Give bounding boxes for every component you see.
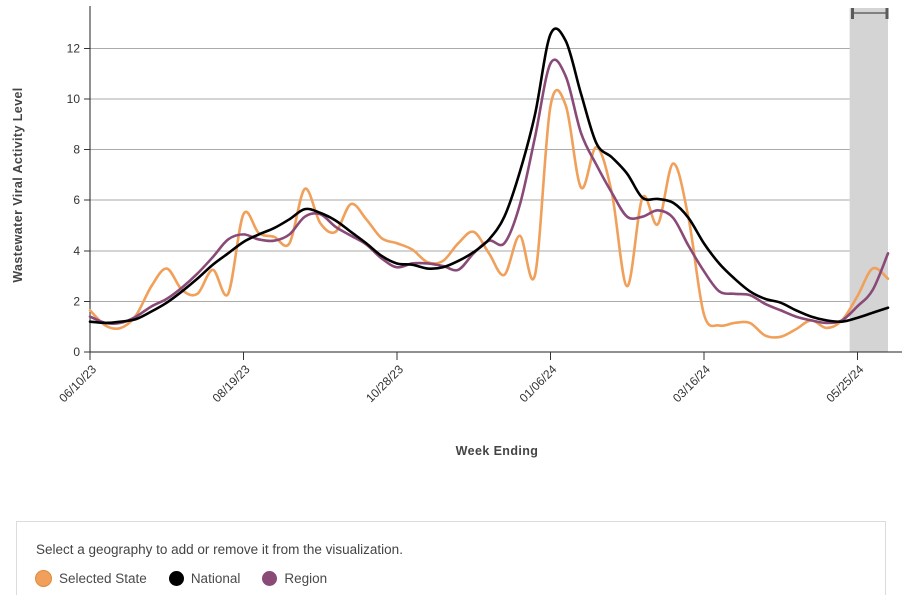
y-tick-label: 10 bbox=[67, 92, 81, 106]
legend-instruction: Select a geography to add or remove it f… bbox=[36, 542, 403, 557]
legend-item-label: National bbox=[190, 571, 241, 586]
y-tick-label: 8 bbox=[73, 143, 80, 157]
wastewater-line-chart[interactable]: 0 2 4 6 8 10 12 06/10/23 08/19/23 10/28/23 01/06/… bbox=[0, 0, 902, 500]
y-tick-label: 12 bbox=[67, 41, 81, 55]
legend-item-label: Region bbox=[284, 571, 328, 586]
x-axis-title: Week Ending bbox=[456, 444, 539, 458]
legend-swatch-circle-icon bbox=[168, 571, 184, 586]
y-tick-label: 6 bbox=[73, 193, 80, 207]
y-tick-label: 4 bbox=[73, 244, 80, 258]
y-tick-label: 2 bbox=[73, 294, 80, 308]
legend-swatch-circle-icon bbox=[262, 571, 278, 586]
legend-item-national[interactable]: National bbox=[168, 571, 241, 586]
x-axis-ticks: 06/10/23 08/19/23 10/28/23 01/06/24 03/16/24… bbox=[56, 352, 867, 405]
legend-item-label: Selected State bbox=[59, 571, 147, 586]
gridlines bbox=[90, 47, 888, 302]
x-tick-label: 03/16/24 bbox=[670, 362, 713, 405]
x-tick-label: 06/10/23 bbox=[56, 362, 99, 405]
range-handle[interactable] bbox=[851, 8, 889, 19]
y-tick-label: 0 bbox=[73, 345, 80, 359]
x-tick-label: 01/06/24 bbox=[517, 362, 560, 405]
axes bbox=[89, 6, 902, 353]
x-tick-label: 08/19/23 bbox=[210, 362, 253, 405]
series-line-national bbox=[88, 27, 890, 325]
data-series bbox=[88, 27, 890, 339]
y-axis-title: Wastewater Viral Activity Level bbox=[11, 87, 25, 282]
legend-panel: Select a geography to add or remove it f… bbox=[16, 521, 886, 595]
legend-item-region[interactable]: Region bbox=[262, 571, 327, 586]
y-axis-ticks: 0 2 4 6 8 10 12 bbox=[67, 41, 90, 359]
legend-swatch-circle-icon bbox=[35, 570, 52, 587]
x-tick-label: 05/25/24 bbox=[823, 362, 866, 405]
legend-item-selected-state[interactable]: Selected State bbox=[35, 570, 147, 587]
chart-panel: 0 2 4 6 8 10 12 06/10/23 08/19/23 10/28/23 01/06/… bbox=[0, 0, 902, 500]
x-tick-label: 10/28/23 bbox=[363, 362, 406, 405]
series-line-selected-state bbox=[88, 88, 890, 339]
legend-items: Selected State National Region bbox=[35, 570, 327, 587]
